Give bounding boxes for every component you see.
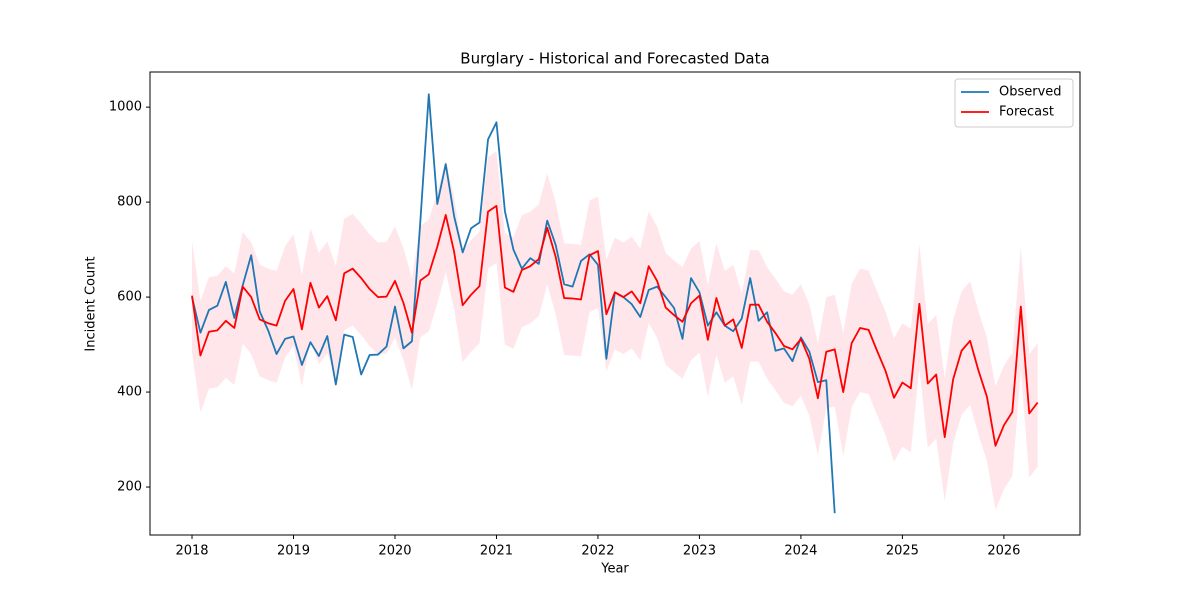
x-tick-label: 2026 [987, 544, 1020, 559]
x-tick-label: 2023 [683, 544, 716, 559]
x-tick-label: 2019 [277, 544, 310, 559]
legend-label: Observed [999, 85, 1062, 100]
y-tick-label: 600 [117, 290, 142, 305]
x-tick-label: 2025 [886, 544, 919, 559]
y-tick-label: 1000 [109, 100, 142, 115]
series-line [191, 205, 1039, 447]
x-tick-label: 2024 [784, 544, 817, 559]
chart-title: Burglary - Historical and Forecasted Dat… [460, 50, 769, 68]
x-tick-label: 2018 [175, 544, 208, 559]
y-axis-label: Incident Count [84, 256, 99, 351]
series-line [191, 93, 836, 514]
x-tick-label: 2020 [378, 544, 411, 559]
y-tick-label: 400 [117, 385, 142, 400]
legend-label: Forecast [999, 105, 1054, 120]
x-axis-label: Year [600, 562, 629, 577]
confidence-band [192, 151, 1038, 510]
y-tick-label: 800 [117, 195, 142, 210]
x-tick-label: 2022 [581, 544, 614, 559]
plot-frame [149, 71, 1081, 536]
x-tick-label: 2021 [480, 544, 513, 559]
legend-box [954, 78, 1074, 128]
y-tick-label: 200 [117, 480, 142, 495]
